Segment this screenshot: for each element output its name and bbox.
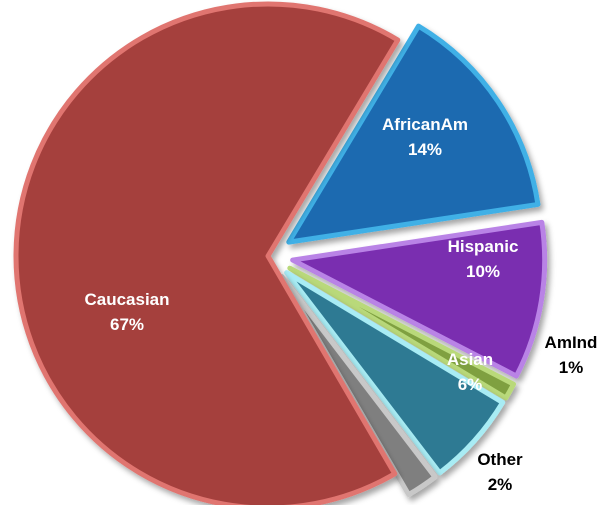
slice-name-caucasian: Caucasian — [84, 290, 169, 309]
pie-label-africanam: AfricanAm 14% — [382, 115, 468, 159]
pie-slice-hispanic — [290, 219, 548, 379]
slice-name-africanam: AfricanAm — [382, 115, 468, 134]
slice-value-hispanic: 10% — [466, 262, 500, 281]
slice-value-amind: 1% — [559, 358, 584, 377]
slice-value-other: 2% — [488, 475, 513, 494]
pie-slice-amind — [287, 265, 517, 401]
slice-name-amind: AmInd — [545, 333, 598, 352]
slice-name-other: Other — [477, 450, 523, 469]
pie-slices — [13, 1, 548, 505]
pie-slice-caucasian — [13, 1, 401, 505]
pie-slice-asian — [284, 270, 506, 476]
slice-value-asian: 6% — [458, 375, 483, 394]
slice-value-africanam: 14% — [408, 140, 442, 159]
pie-slice-africanam — [286, 23, 541, 245]
pie-label-asian: Asian 6% — [447, 350, 493, 394]
pie-label-other: Other 2% — [477, 450, 523, 494]
pie-label-amind: AmInd 1% — [545, 333, 598, 377]
pie-labels: AfricanAm 14% Hispanic 10% AmInd 1% Asian 6% Oth… — [84, 115, 597, 494]
pie-slice-other — [279, 274, 438, 498]
slice-name-hispanic: Hispanic — [448, 237, 519, 256]
pie-label-caucasian: Caucasian 67% — [84, 290, 169, 334]
pie-label-hispanic: Hispanic 10% — [448, 237, 519, 281]
slice-name-asian: Asian — [447, 350, 493, 369]
slice-value-caucasian: 67% — [110, 315, 144, 334]
